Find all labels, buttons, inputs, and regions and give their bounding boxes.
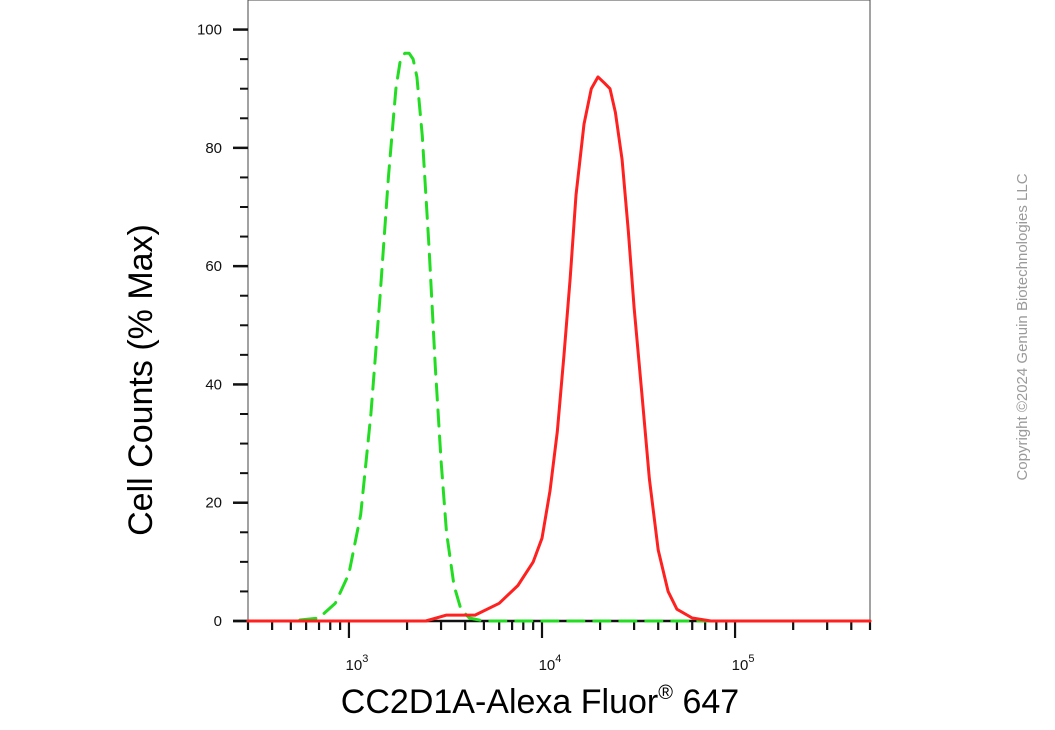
y-tick-label-40: 40: [205, 376, 222, 393]
y-tick-label-60: 60: [205, 258, 222, 275]
series-line-1-solid: [246, 75, 872, 623]
x-tick-label-10000: 104: [539, 653, 562, 674]
plot-frame: [247, 0, 871, 622]
y-axis-ticks: 0 20 40 60 80 100: [197, 22, 248, 630]
y-tick-label-80: 80: [205, 140, 222, 157]
series-group: [246, 51, 872, 623]
x-axis-title-main: CC2D1A-Alexa Fluor: [341, 683, 658, 721]
x-axis-title-superscript: ®: [658, 682, 673, 704]
x-axis-title-suffix: 647: [673, 683, 739, 721]
y-axis-title: Cell Counts (% Max): [122, 224, 160, 536]
y-tick-label-0: 0: [214, 613, 222, 630]
series-line-0-dashed: [246, 51, 872, 623]
y-tick-label-100: 100: [197, 22, 222, 39]
x-axis-ticks: 103 104 105: [246, 621, 872, 674]
y-tick-label-20: 20: [205, 495, 222, 512]
x-tick-label-1000: 103: [346, 653, 369, 674]
x-axis-title: CC2D1A-Alexa Fluor® 647: [341, 682, 739, 721]
x-tick-label-100000: 105: [732, 653, 755, 674]
copyright-watermark: Copyright ©2024 Genuin Biotechnologies L…: [1014, 173, 1031, 480]
